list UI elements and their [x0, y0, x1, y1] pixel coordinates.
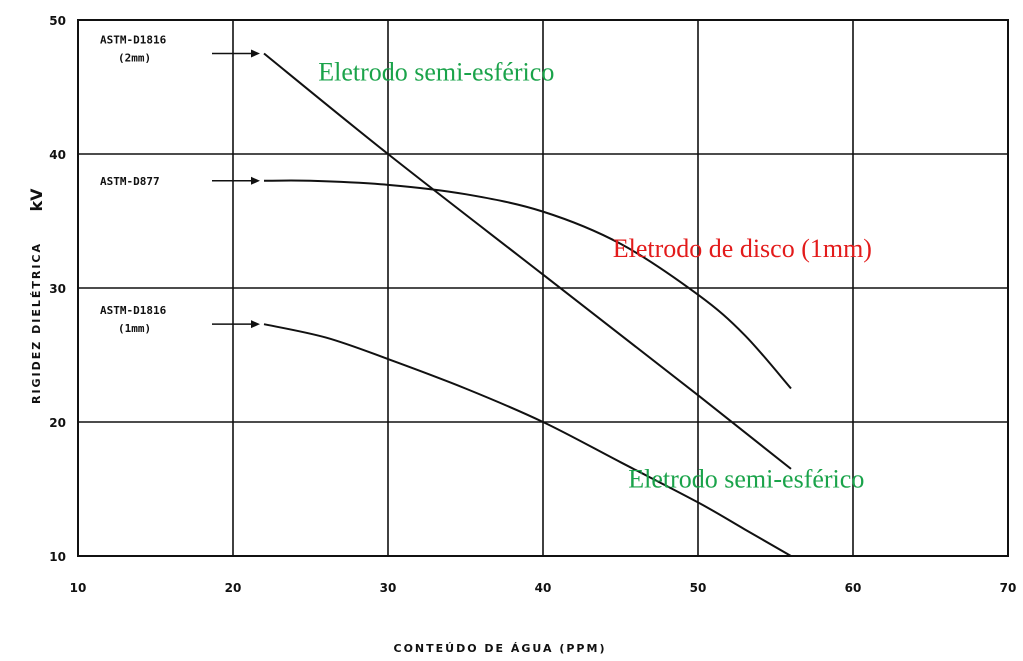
plot-frame	[77, 19, 1009, 557]
x-tick-labels: 10 20 30 40 50 60 70	[70, 581, 1017, 595]
series-arrow-head-2	[251, 176, 260, 185]
annotation-2: Eletrodo de disco (1mm)	[613, 234, 872, 263]
series-arrow-head-3	[251, 320, 260, 329]
x-axis-title: CONTEÚDO DE ÁGUA (PPM)	[394, 642, 607, 655]
annotation-1: Eletrodo semi-esférico	[318, 57, 554, 86]
y-tick-20: 20	[49, 416, 66, 430]
y-axis-unit: kV	[27, 188, 46, 212]
series-label-3-line-2: (1mm)	[118, 322, 151, 335]
y-tick-50: 50	[49, 14, 66, 28]
series-line-2	[263, 179, 792, 390]
series-label-2-line-1: ASTM-D877	[100, 175, 160, 188]
series-label-3-line-1: ASTM-D1816	[100, 304, 167, 317]
x-tick-70: 70	[1000, 581, 1017, 595]
y-tick-10: 10	[49, 550, 66, 564]
x-tick-60: 60	[845, 581, 862, 595]
y-axis-title: RIGIDEZ DIELÉTRICA	[30, 242, 43, 404]
series-arrow-head-1	[251, 49, 260, 58]
series-lines	[263, 52, 792, 557]
series-line-1	[263, 52, 792, 470]
annotation-3: Eletrodo semi-esférico	[628, 465, 864, 494]
x-tick-30: 30	[380, 581, 397, 595]
x-tick-10: 10	[70, 581, 87, 595]
x-tick-40: 40	[535, 581, 552, 595]
y-tick-40: 40	[49, 148, 66, 162]
grid	[78, 20, 1008, 556]
x-tick-50: 50	[690, 581, 707, 595]
series-labels: ASTM-D1816 (2mm) ASTM-D877 ASTM-D1816 (1mm)	[100, 34, 260, 335]
x-tick-20: 20	[225, 581, 242, 595]
annotations: Eletrodo semi-esférico Eletrodo de disco …	[318, 57, 872, 493]
series-label-1-line-1: ASTM-D1816	[100, 34, 167, 47]
series-line-3	[263, 323, 792, 557]
y-tick-30: 30	[49, 282, 66, 296]
y-tick-labels: 10 20 30 40 50	[49, 14, 66, 564]
series-label-1-line-2: (2mm)	[118, 52, 151, 65]
